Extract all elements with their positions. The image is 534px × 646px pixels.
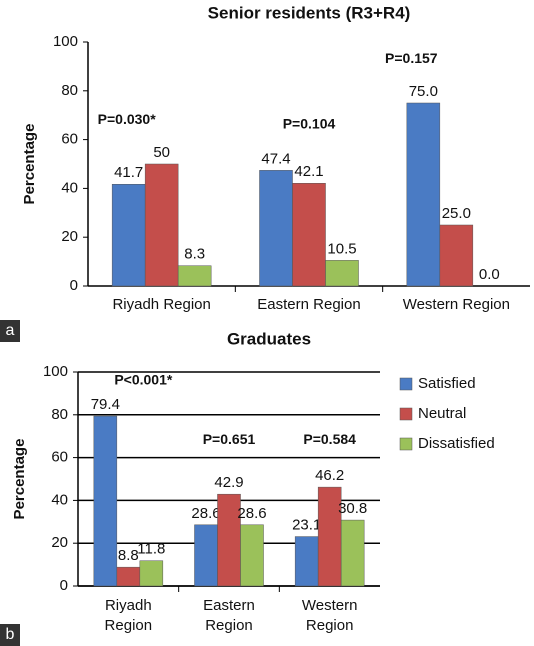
y-tick-label: 40 <box>51 491 68 508</box>
y-tick-label: 60 <box>51 449 68 466</box>
y-tick-label: 60 <box>61 131 78 148</box>
y-tick-label: 80 <box>61 82 78 99</box>
x-tick-label: Eastern Region <box>257 296 360 313</box>
data-label: 28.6 <box>237 505 266 522</box>
data-label: 8.3 <box>184 246 205 263</box>
bar <box>240 524 264 587</box>
data-label: 28.6 <box>191 505 220 522</box>
panel-label: a <box>6 322 15 339</box>
chart-title: Graduates <box>227 329 311 348</box>
x-tick-label: Western Region <box>302 597 358 634</box>
bar <box>93 415 118 587</box>
x-tick-label: Riyadh Region <box>112 296 210 313</box>
data-label: 30.8 <box>338 500 367 517</box>
y-tick-label: 40 <box>61 179 78 196</box>
data-label: 11.8 <box>137 541 165 558</box>
bar <box>292 183 326 287</box>
p-value-annotation: P=0.030* <box>98 111 157 127</box>
x-tick-label: Eastern Region <box>203 597 255 634</box>
p-value-annotation: P=0.651 <box>203 431 256 447</box>
data-label: 75.0 <box>409 83 438 100</box>
data-label: 46.2 <box>315 467 344 484</box>
data-label: 50 <box>153 144 170 161</box>
p-value-annotation: P<0.001* <box>114 371 173 387</box>
bar <box>439 224 474 287</box>
chart-title: Senior residents (R3+R4) <box>208 3 411 22</box>
legend-label: Neutral <box>418 405 466 422</box>
legend-label: Dissatisfied <box>418 435 495 452</box>
data-label: 0.0 <box>479 266 500 283</box>
x-tick-label: Riyadh Region <box>105 597 153 634</box>
bar <box>325 260 359 287</box>
p-value-annotation: P=0.584 <box>303 431 356 447</box>
data-label: 10.5 <box>327 240 356 257</box>
data-label: 23.1 <box>292 517 321 534</box>
legend-label: Satisfied <box>418 375 476 392</box>
bar <box>294 536 319 587</box>
y-tick-label: 0 <box>60 577 68 594</box>
data-label: 79.4 <box>91 396 120 413</box>
bar <box>116 566 141 587</box>
p-value-annotation: P=0.104 <box>283 116 336 132</box>
bar <box>259 170 293 287</box>
bar <box>177 265 212 287</box>
x-tick-label: Western Region <box>403 296 510 313</box>
y-axis-label: Percentage <box>21 124 38 205</box>
y-axis-label: Percentage <box>11 439 28 520</box>
panel-box <box>0 624 20 646</box>
bar <box>406 102 441 287</box>
panel-box <box>0 320 20 342</box>
y-tick-label: 0 <box>70 277 78 294</box>
p-value-annotation: P=0.157 <box>385 50 438 66</box>
data-label: 42.9 <box>214 474 243 491</box>
data-label: 25.0 <box>442 205 471 222</box>
legend-swatch <box>399 437 413 451</box>
data-label: 41.7 <box>114 164 143 181</box>
bar <box>144 163 179 287</box>
panel-label: b <box>6 626 15 643</box>
legend-swatch <box>399 377 413 391</box>
bar <box>340 519 365 587</box>
data-label: 42.1 <box>294 163 323 180</box>
bar <box>111 184 146 287</box>
y-tick-label: 20 <box>51 534 68 551</box>
data-label: 8.8 <box>118 547 139 564</box>
legend-swatch <box>399 407 413 421</box>
y-tick-label: 80 <box>51 406 68 423</box>
bar <box>139 560 164 587</box>
y-tick-label: 100 <box>53 33 78 50</box>
y-tick-label: 100 <box>43 363 68 380</box>
y-tick-label: 20 <box>61 228 78 245</box>
bar <box>194 524 218 587</box>
data-label: 47.4 <box>261 150 290 167</box>
